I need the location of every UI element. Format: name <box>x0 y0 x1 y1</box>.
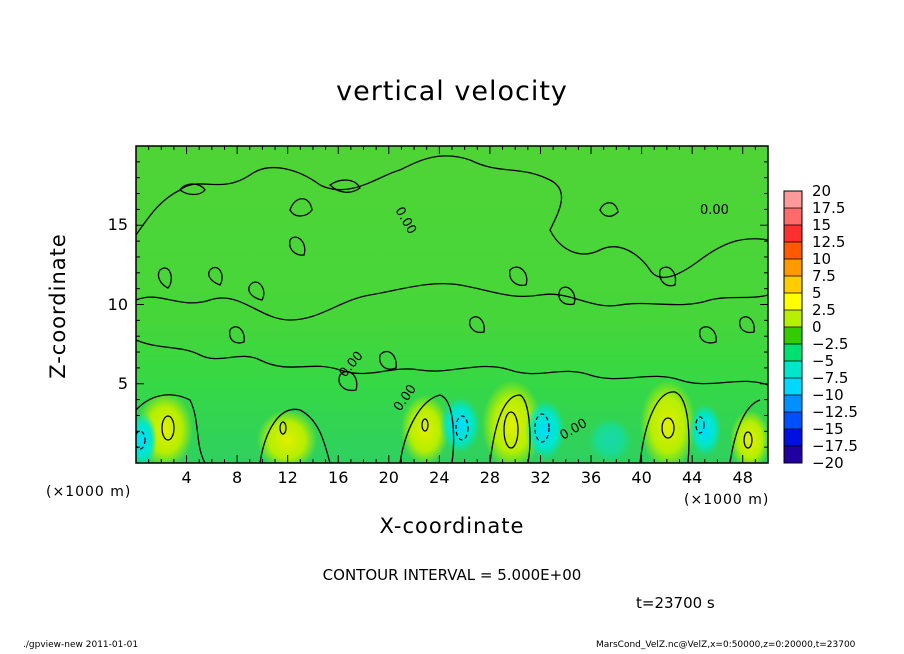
footer-program: ./gpview-new 2011-01-01 <box>23 640 139 650</box>
contour-label: 0.00 <box>700 203 729 218</box>
colorbar-band <box>784 225 802 242</box>
x-tick-label: 36 <box>580 468 602 487</box>
colorbar-label: 17.5 <box>812 199 846 217</box>
y-tick-label: 15 <box>107 215 128 235</box>
heatmap-field: 0.00 0.00 0.00 0.00 0.00 <box>136 146 768 463</box>
colorbar-band <box>784 361 802 378</box>
colorbar-label: 0 <box>812 318 822 336</box>
x-axis <box>148 146 756 463</box>
colorbar-label: 20 <box>812 182 832 200</box>
colorbar-label: 12.5 <box>812 233 846 251</box>
colorbar-label: 5 <box>812 284 822 302</box>
colorbar-band <box>784 276 802 293</box>
x-tick-label: 32 <box>530 468 551 487</box>
colorbar-band <box>784 242 802 259</box>
colorbar-label: −7.5 <box>812 369 849 387</box>
colorbar-band <box>784 191 802 208</box>
colorbar-label: 2.5 <box>812 301 836 319</box>
contour-interval: CONTOUR INTERVAL = 5.000E+00 <box>322 566 582 584</box>
colorbar-band <box>784 378 802 395</box>
colorbar-band <box>784 344 802 361</box>
colorbar <box>783 190 803 464</box>
y-axis-label: Z-coordinate <box>46 233 70 379</box>
x-tick-label: 28 <box>479 468 501 487</box>
x-tick-label: 4 <box>181 468 192 487</box>
colorbar-label: 15 <box>812 216 832 234</box>
colorbar-band <box>784 310 802 327</box>
colorbar-band <box>784 395 802 412</box>
colorbar-label: −10 <box>812 386 844 404</box>
y-tick-label: 10 <box>107 294 128 314</box>
colorbar-band <box>784 259 802 276</box>
colorbar-band <box>784 293 802 310</box>
colorbar-label: −20 <box>812 454 844 472</box>
negative-contours <box>136 413 705 450</box>
y-unit-label: (×1000 m) <box>46 484 132 500</box>
x-tick-label: 40 <box>631 468 652 487</box>
contour-lines <box>136 155 768 463</box>
colorbar-label: −5 <box>812 352 835 370</box>
colorbar-band <box>784 446 802 463</box>
colorbar-band <box>784 429 802 446</box>
x-tick-label: 16 <box>328 468 349 487</box>
colorbar-frame <box>783 190 803 464</box>
x-tick-label: 12 <box>277 468 298 487</box>
colorbar-band <box>784 208 802 225</box>
colorbar-label: −17.5 <box>812 437 858 455</box>
footer-source: MarsCond_VelZ.nc@VelZ,x=0:50000,z=0:2000… <box>596 640 856 650</box>
time-label: t=23700 s <box>636 594 715 612</box>
x-unit-label: (×1000 m) <box>684 492 770 508</box>
colorbar-band <box>784 327 802 344</box>
chart-title: vertical velocity <box>336 76 568 107</box>
x-tick-label: 20 <box>378 468 399 487</box>
y-tick-label: 5 <box>117 373 128 393</box>
x-tick-label: 24 <box>429 468 450 487</box>
colorbar-band <box>784 412 802 429</box>
colorbar-label: 7.5 <box>812 267 836 285</box>
colorbar-label: −2.5 <box>812 335 849 353</box>
x-tick-label: 48 <box>732 468 753 487</box>
colorbar-label: 10 <box>812 250 832 268</box>
colorbar-label: −12.5 <box>812 403 858 421</box>
x-axis-label: X-coordinate <box>379 514 525 538</box>
y-axis <box>136 161 768 448</box>
x-tick-label: 44 <box>681 468 703 487</box>
colorbar-label: −15 <box>812 420 844 438</box>
x-tick-label: 8 <box>232 468 243 487</box>
